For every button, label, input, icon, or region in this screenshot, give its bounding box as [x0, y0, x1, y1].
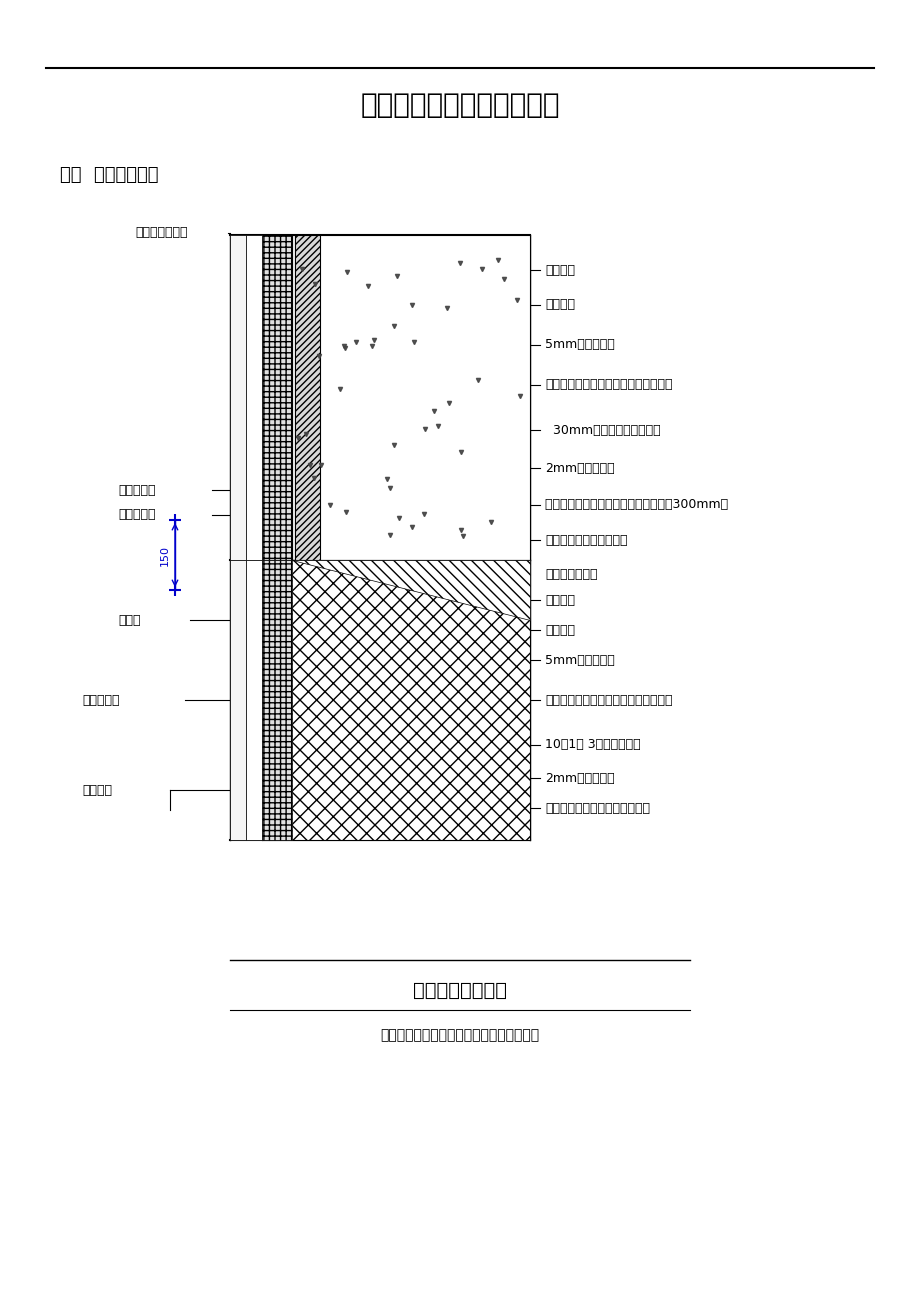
- Text: 10厚1： 3防水水泥砂浆: 10厚1： 3防水水泥砂浆: [544, 738, 640, 751]
- Text: （自保温墙体和保温沙浆交接处界面做法）: （自保温墙体和保温沙浆交接处界面做法）: [380, 1029, 539, 1042]
- Text: 外墙涂料: 外墙涂料: [544, 594, 574, 607]
- Text: 柔性腻子: 柔性腻子: [544, 298, 574, 311]
- Text: 加气砖基层（注：满挂钉丝网）: 加气砖基层（注：满挂钉丝网）: [544, 802, 650, 815]
- Text: 防水砂浆: 防水砂浆: [82, 784, 112, 797]
- Text: 5mm厚抗裂砂浆: 5mm厚抗裂砂浆: [544, 654, 614, 667]
- Text: 30mm厚建筑无机保温浆料: 30mm厚建筑无机保温浆料: [544, 423, 660, 436]
- Bar: [262, 234, 291, 560]
- Text: 耗碱玻纤网格布满挂，压入抗裂砂浆内: 耗碱玻纤网格布满挂，压入抗裂砂浆内: [544, 694, 672, 707]
- Polygon shape: [291, 560, 529, 620]
- Bar: [245, 234, 262, 560]
- Text: 保温砂浆层: 保温砂浆层: [118, 509, 155, 522]
- Bar: [262, 560, 291, 840]
- Text: 耗碱玻纤网格布满挂，压入抗裂砂浆内: 耗碱玻纤网格布满挂，压入抗裂砂浆内: [544, 379, 672, 392]
- Text: 工程外墙保温施工技术交底: 工程外墙保温施工技术交底: [360, 91, 559, 118]
- Text: 钉筋混凝土结构（梁柱）: 钉筋混凝土结构（梁柱）: [544, 534, 627, 547]
- Bar: [295, 234, 320, 560]
- Text: 外墙涂料: 外墙涂料: [544, 263, 574, 276]
- Text: 2mm厚界面砂浆: 2mm厚界面砂浆: [544, 772, 614, 785]
- Text: 耗碱玻纤网格布: 耗碱玻纤网格布: [135, 227, 187, 240]
- Polygon shape: [262, 560, 529, 840]
- Text: 抗裂砂浆层: 抗裂砂浆层: [118, 483, 155, 496]
- Text: 抗裂砂浆层: 抗裂砂浆层: [82, 694, 119, 707]
- Bar: [230, 234, 245, 560]
- Bar: [295, 234, 529, 560]
- Text: 150: 150: [160, 544, 170, 565]
- Text: 分界线: 分界线: [118, 613, 141, 626]
- Text: 2mm厚界面砂浆: 2mm厚界面砂浆: [544, 461, 614, 474]
- Text: 加气混凝土牀体: 加气混凝土牀体: [544, 569, 596, 582]
- Text: 5mm厚抗裂砂浆: 5mm厚抗裂砂浆: [544, 339, 614, 352]
- Text: 柔性腻子: 柔性腻子: [544, 624, 574, 637]
- Bar: [230, 560, 245, 840]
- Text: 外墙保温构造做法: 外墙保温构造做法: [413, 980, 506, 1000]
- Text: 外侧: 外侧: [295, 509, 310, 522]
- Text: 一、  外墙保温构造: 一、 外墙保温构造: [60, 165, 158, 184]
- Bar: [245, 560, 262, 840]
- Text: 砖基层（注：不同材质交界处挂钉丝网30​0mm）: 砖基层（注：不同材质交界处挂钉丝网30​0mm）: [544, 499, 727, 512]
